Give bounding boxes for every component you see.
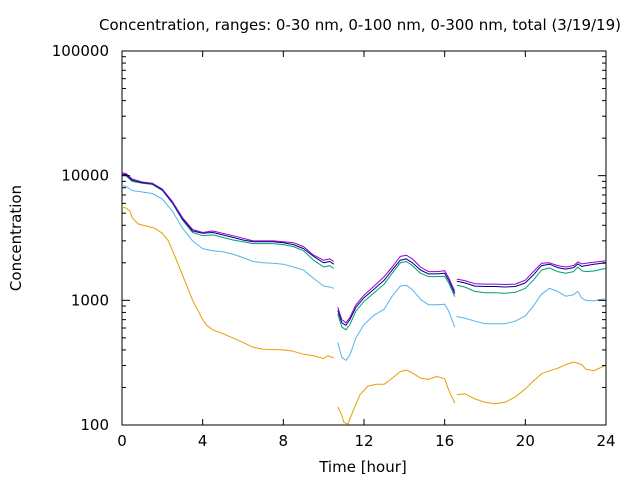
x-tick-label: 12 <box>354 432 373 450</box>
series-5-line-segment-2 <box>337 254 456 324</box>
plot-frame <box>121 50 607 426</box>
series-5-line-segment-3 <box>456 260 607 285</box>
series-4-line-segment-1 <box>121 173 335 265</box>
y-tick-label: 100 <box>80 416 109 434</box>
x-axis-label: Time [hour] <box>318 458 407 476</box>
chart-title: Concentration, ranges: 0-30 nm, 0-100 nm… <box>99 16 621 34</box>
y-tick-label: 100000 <box>52 42 109 60</box>
x-tick-label: 16 <box>435 432 454 450</box>
series-1-line-segment-3 <box>456 361 607 405</box>
plot-area: 0 4 8 12 16 20 24 100 1000 10000 100000 <box>52 42 616 450</box>
series-2-line-segment-2 <box>337 284 456 361</box>
x-tick-label: 4 <box>198 432 208 450</box>
series-1-line-segment-1 <box>121 206 334 360</box>
series-1-line-segment-2 <box>337 369 456 425</box>
ticks-layer: 0 4 8 12 16 20 24 100 1000 10000 100000 <box>52 42 616 450</box>
series-3-line-segment-2 <box>337 261 456 331</box>
x-tick-label: 20 <box>516 432 535 450</box>
x-tick-label: 24 <box>596 432 615 450</box>
series-2-line-segment-3 <box>456 287 607 325</box>
series-2-line-segment-1 <box>121 185 334 289</box>
x-tick-label: 8 <box>279 432 289 450</box>
series-4-line-segment-2 <box>337 258 456 326</box>
series-4-line-segment-3 <box>456 262 607 288</box>
y-tick-label: 10000 <box>61 167 109 185</box>
series-layer <box>121 172 607 425</box>
series-3-line-segment-3 <box>456 266 607 294</box>
series-3-line-segment-1 <box>121 174 335 269</box>
y-axis-label: Concentration <box>7 185 25 291</box>
y-tick-label: 1000 <box>71 291 109 309</box>
series-5-line-segment-1 <box>121 172 335 262</box>
x-tick-label: 0 <box>117 432 127 450</box>
